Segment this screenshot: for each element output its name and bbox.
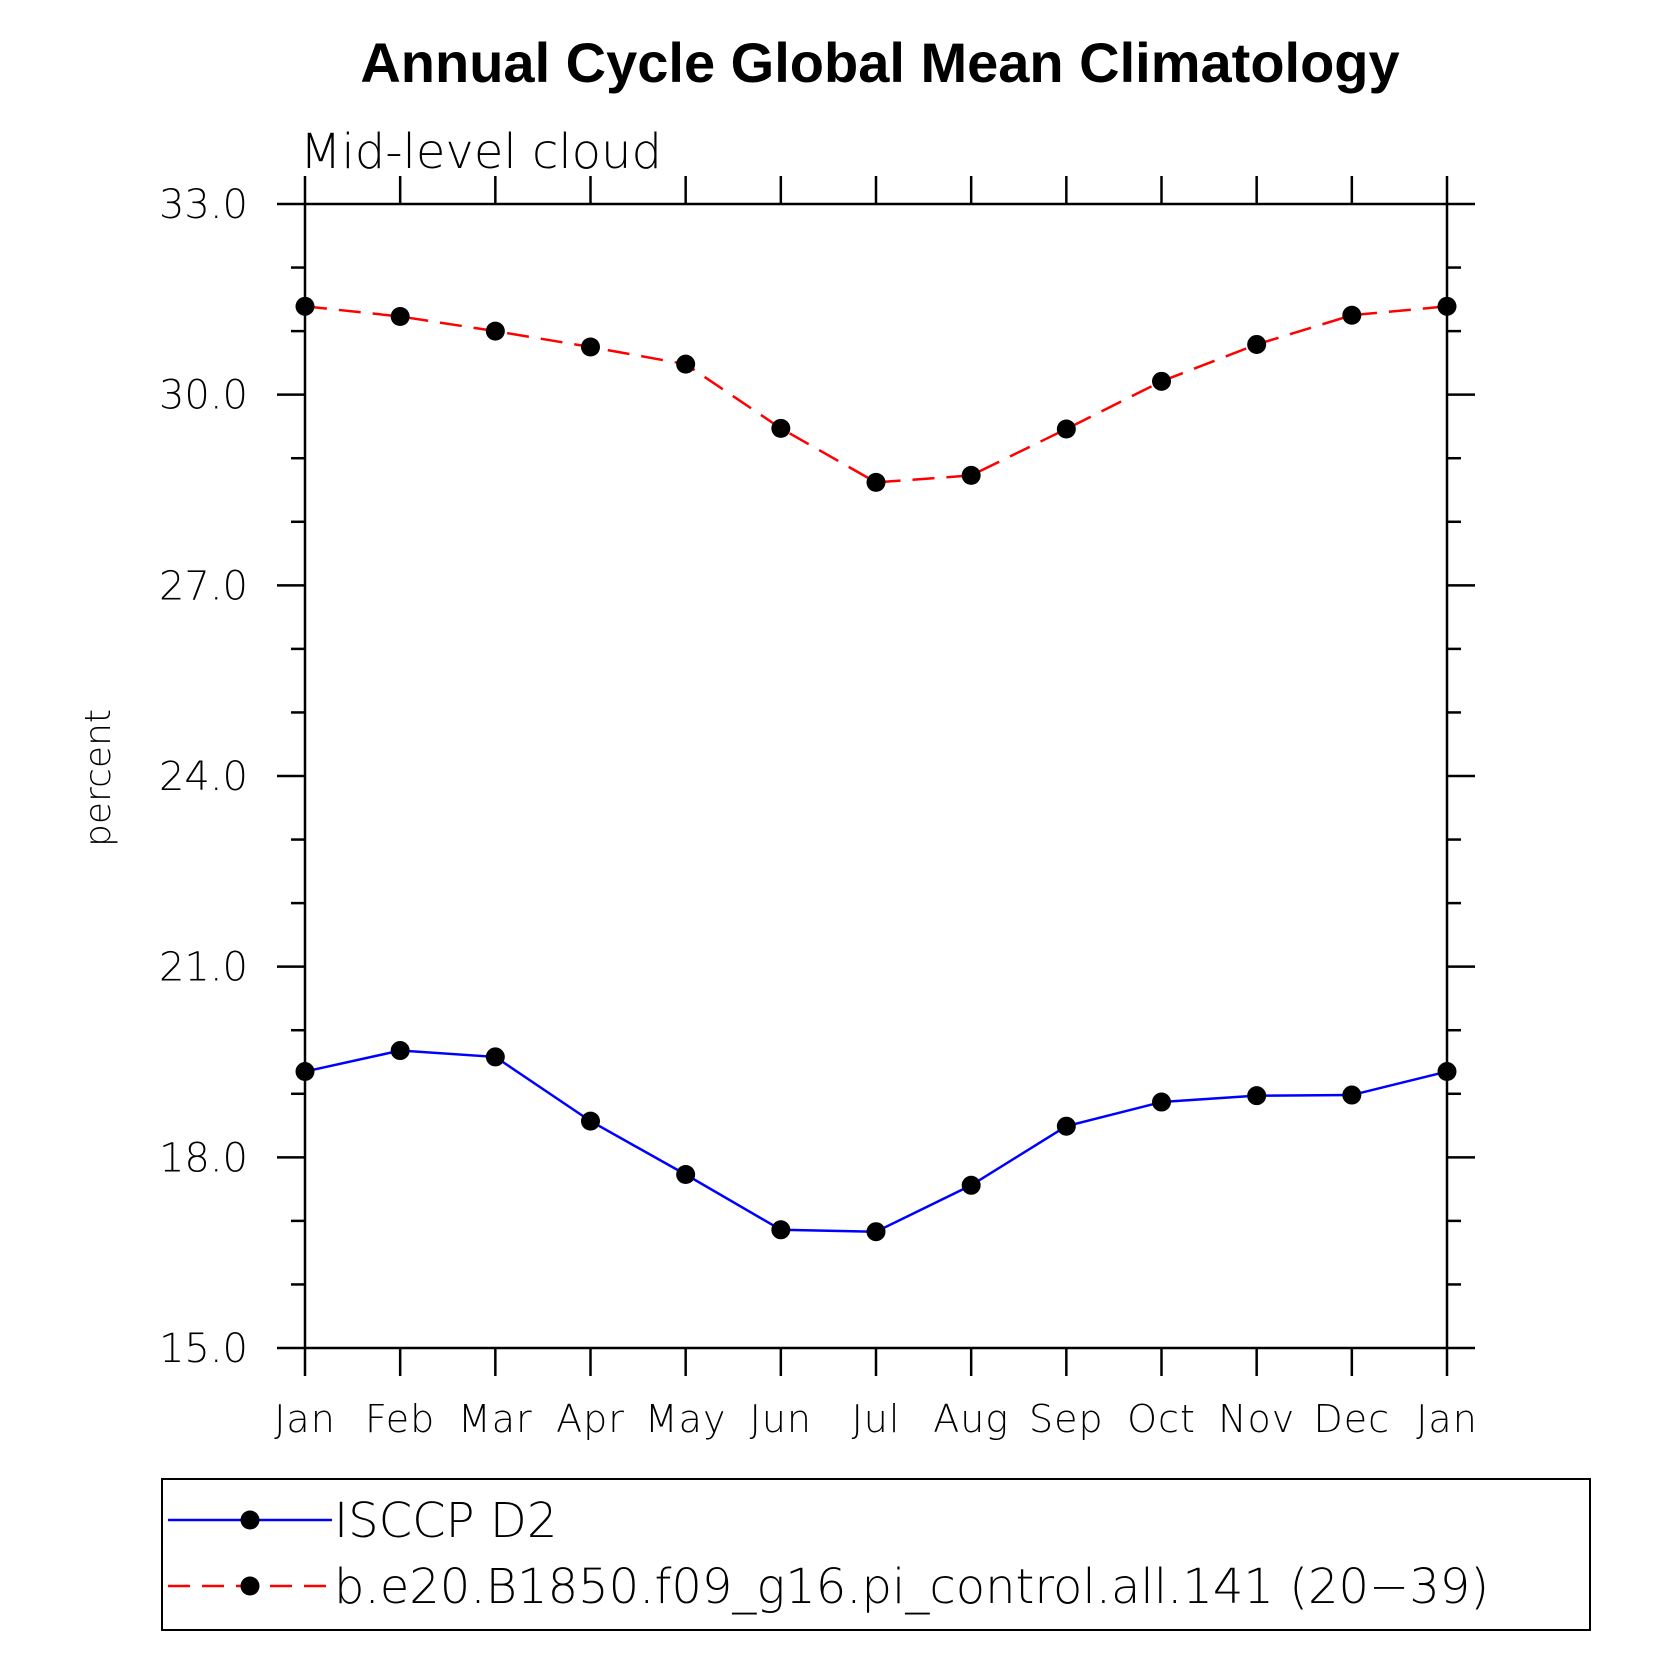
x-tick-label: Jun — [750, 1397, 812, 1441]
y-tick-label: 15.0 — [159, 1326, 248, 1372]
data-point-marker — [1247, 1086, 1267, 1106]
plot-frame — [303, 202, 1449, 1350]
data-point-marker — [581, 337, 600, 357]
data-point-marker — [581, 1111, 600, 1131]
x-tick-label: Jan — [1416, 1397, 1478, 1441]
x-tick-label: Sep — [1029, 1397, 1104, 1441]
data-point-marker — [295, 296, 315, 316]
legend-marker-0 — [240, 1510, 260, 1530]
x-tick-label: Aug — [933, 1397, 1009, 1441]
y-tick-label: 21.0 — [159, 945, 248, 991]
axis-ticks — [277, 176, 1475, 1376]
y-tick-label: 24.0 — [159, 754, 248, 800]
data-point-marker — [866, 1222, 886, 1242]
data-point-marker — [1342, 1085, 1362, 1105]
data-point-marker — [1437, 1062, 1457, 1082]
legend-box — [161, 1478, 1591, 1631]
data-point-marker — [1247, 334, 1267, 354]
data-point-marker — [390, 306, 410, 326]
series-lines — [295, 296, 1457, 1242]
y-tick-label: 30.0 — [159, 373, 248, 419]
x-tick-label: Dec — [1314, 1397, 1391, 1441]
x-tick-label: Oct — [1127, 1397, 1196, 1441]
legend-marker-1 — [240, 1576, 260, 1596]
x-tick-label: Mar — [458, 1397, 533, 1441]
x-tick-label: Jan — [274, 1397, 336, 1441]
x-tick-label: Feb — [365, 1397, 435, 1441]
y-tick-label: 27.0 — [159, 563, 248, 609]
data-point-marker — [676, 1164, 696, 1184]
data-point-marker — [961, 1175, 981, 1195]
data-point-marker — [771, 418, 791, 438]
data-point-marker — [1152, 371, 1171, 391]
legend-label-0: ISCCP D2 — [334, 1493, 557, 1549]
y-axis-label: percent — [78, 709, 119, 847]
legend: ISCCP D2 b.e20.B1850.f09_g16.pi_control.a… — [168, 1493, 1489, 1615]
x-tick-label: Nov — [1218, 1397, 1295, 1441]
x-tick-label: Jul — [852, 1397, 901, 1441]
data-point-marker — [390, 1041, 410, 1061]
series-line-0 — [304, 1049, 1448, 1233]
data-point-marker — [485, 1047, 505, 1067]
chart-subtitle: Mid-level cloud — [300, 124, 662, 180]
data-point-marker — [1437, 296, 1457, 316]
y-tick-labels: 15.0 18.0 21.0 24.0 27.0 30.0 33.0 — [159, 182, 248, 1372]
data-point-marker — [961, 465, 981, 485]
data-point-marker — [1342, 305, 1362, 325]
x-tick-labels: Jan Feb Mar Apr May Jun Jul Aug Sep Oct Nov Dec Jan — [274, 1397, 1478, 1441]
data-point-marker — [1056, 419, 1076, 439]
chart-title: Annual Cycle Global Mean Climatology — [360, 31, 1399, 94]
data-point-marker — [676, 354, 696, 374]
data-point-marker — [485, 321, 505, 341]
y-tick-label: 33.0 — [159, 182, 248, 228]
data-point-marker — [1056, 1116, 1076, 1136]
data-point-marker — [295, 1062, 315, 1082]
data-point-marker — [866, 472, 886, 492]
series-line-1 — [304, 305, 1448, 484]
data-point-marker — [771, 1220, 791, 1240]
y-tick-label: 18.0 — [159, 1135, 248, 1181]
x-tick-label: Apr — [556, 1397, 625, 1441]
legend-label-1: b.e20.B1850.f09_g16.pi_control.all.141 (… — [334, 1559, 1489, 1615]
x-tick-label: May — [645, 1397, 727, 1441]
data-point-marker — [1152, 1092, 1171, 1112]
